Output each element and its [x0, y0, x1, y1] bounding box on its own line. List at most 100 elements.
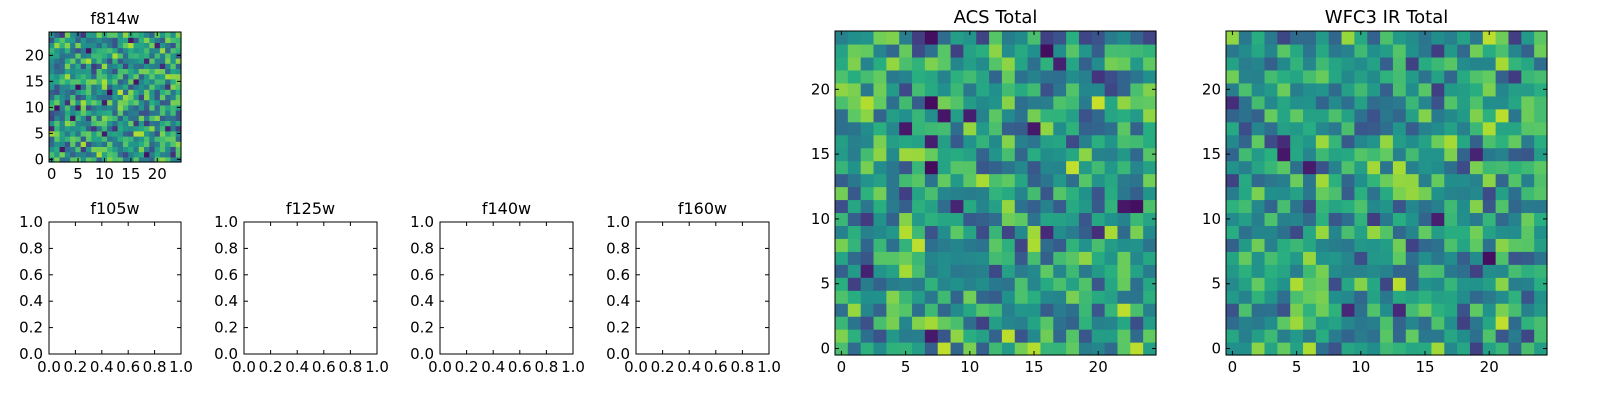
heatmap-cell	[1315, 277, 1330, 291]
heatmap-cell	[1091, 69, 1106, 84]
heatmap-cell	[1014, 303, 1029, 317]
heatmap-cell	[159, 68, 166, 75]
y-tick-label: 10	[1202, 210, 1221, 228]
heatmap-cell	[1444, 316, 1458, 330]
heatmap-cell	[989, 316, 1003, 330]
heatmap-cell	[1508, 31, 1522, 45]
heatmap-cell	[112, 68, 119, 75]
heatmap-cell	[873, 43, 887, 58]
heatmap-cell	[912, 238, 926, 252]
heatmap-cell	[963, 108, 977, 123]
heatmap-cell	[950, 212, 964, 226]
heatmap-cell	[1457, 290, 1471, 304]
heatmap-cell	[122, 47, 129, 54]
heatmap-cell	[924, 147, 939, 162]
heatmap-cell	[924, 329, 939, 343]
heatmap-cell	[1040, 56, 1054, 71]
heatmap-cell	[1367, 199, 1381, 214]
heatmap-cell	[1482, 277, 1497, 291]
heatmap-cell	[1091, 342, 1106, 356]
heatmap-cell	[1495, 277, 1510, 291]
heatmap-cell	[1508, 160, 1522, 175]
heatmap-cell	[54, 104, 61, 111]
heatmap-cell	[1040, 134, 1054, 149]
heatmap-cell	[1277, 82, 1291, 97]
heatmap-cell	[860, 316, 875, 330]
heatmap-cell	[1130, 342, 1144, 356]
heatmap-cell	[1290, 43, 1304, 58]
heatmap-cell	[1380, 31, 1394, 45]
heatmap-cell	[1001, 43, 1016, 58]
heatmap-cell	[122, 32, 129, 38]
heatmap-cell	[1226, 31, 1240, 45]
heatmap-cell	[1001, 316, 1016, 330]
heatmap-cell	[847, 95, 862, 110]
heatmap-cell	[165, 58, 172, 64]
heatmap-cell	[1315, 82, 1330, 97]
heatmap-cell	[1328, 31, 1343, 45]
y-tick-label: 0.6	[19, 266, 43, 284]
heatmap-cell	[1303, 212, 1317, 226]
heatmap-cell	[1341, 82, 1355, 97]
heatmap-cell	[149, 68, 156, 75]
heatmap-cell	[54, 151, 61, 158]
heatmap-cell	[835, 69, 849, 84]
heatmap-cell	[1367, 82, 1381, 97]
heatmap-cell	[1495, 108, 1510, 123]
heatmap-cell	[1117, 290, 1131, 304]
heatmap-cell	[1238, 173, 1253, 188]
heatmap-cell	[117, 115, 124, 121]
heatmap-cell	[59, 63, 66, 69]
heatmap-cell	[1380, 225, 1394, 239]
heatmap-cell	[1040, 43, 1054, 58]
heatmap-cell	[1117, 303, 1131, 317]
heatmap-cell	[1303, 277, 1317, 291]
heatmap-cell	[1277, 186, 1291, 201]
heatmap-cell	[1482, 212, 1497, 226]
heatmap-cell	[149, 156, 156, 163]
heatmap-cell	[1226, 56, 1240, 71]
heatmap-cell	[937, 82, 952, 97]
heatmap-cell	[128, 141, 135, 147]
heatmap-cell	[1495, 147, 1510, 162]
heatmap-cell	[937, 134, 952, 149]
heatmap-cell	[175, 146, 182, 153]
heatmap-cell	[1380, 95, 1394, 110]
y-tick-label: 0.4	[214, 292, 238, 310]
heatmap-cell	[1444, 251, 1458, 265]
heatmap-cell	[70, 73, 76, 80]
heatmap-cell	[96, 151, 103, 158]
heatmap-cell	[1380, 134, 1394, 149]
heatmap-cell	[1251, 95, 1266, 110]
heatmap-cell	[159, 110, 166, 116]
heatmap-cell	[1315, 225, 1330, 239]
heatmap-cell	[1078, 225, 1093, 239]
heatmap-cell	[75, 146, 82, 153]
heatmap-cell	[1405, 108, 1420, 123]
heatmap-cell	[165, 110, 172, 116]
heatmap-cell	[1392, 147, 1407, 162]
heatmap-cell	[75, 130, 82, 137]
heatmap-cell	[138, 141, 145, 147]
panel-title-wfc3_ir_total: WFC3 IR Total	[1325, 7, 1448, 28]
heatmap-cell	[107, 94, 113, 101]
heatmap-cell	[1328, 147, 1343, 162]
heatmap-cell	[1431, 316, 1445, 330]
heatmap-cell	[1226, 238, 1240, 252]
heatmap-cell	[1053, 303, 1067, 317]
heatmap-cell	[1521, 329, 1535, 343]
heatmap-cell	[899, 303, 913, 317]
heatmap-cell	[1495, 264, 1510, 278]
heatmap-cell	[133, 136, 140, 142]
x-tick-label: 0.8	[143, 358, 167, 376]
heatmap-cell	[70, 32, 76, 38]
heatmap-cell	[1303, 303, 1317, 317]
heatmap-cell	[1354, 329, 1368, 343]
heatmap-cell	[170, 141, 177, 147]
heatmap-cell	[1290, 121, 1304, 136]
heatmap-cell	[70, 52, 76, 59]
heatmap-cell	[1392, 225, 1407, 239]
y-tick-label: 0.8	[214, 239, 238, 257]
x-tick-label: 1.0	[561, 358, 585, 376]
y-tick-label: 0.0	[606, 345, 630, 363]
